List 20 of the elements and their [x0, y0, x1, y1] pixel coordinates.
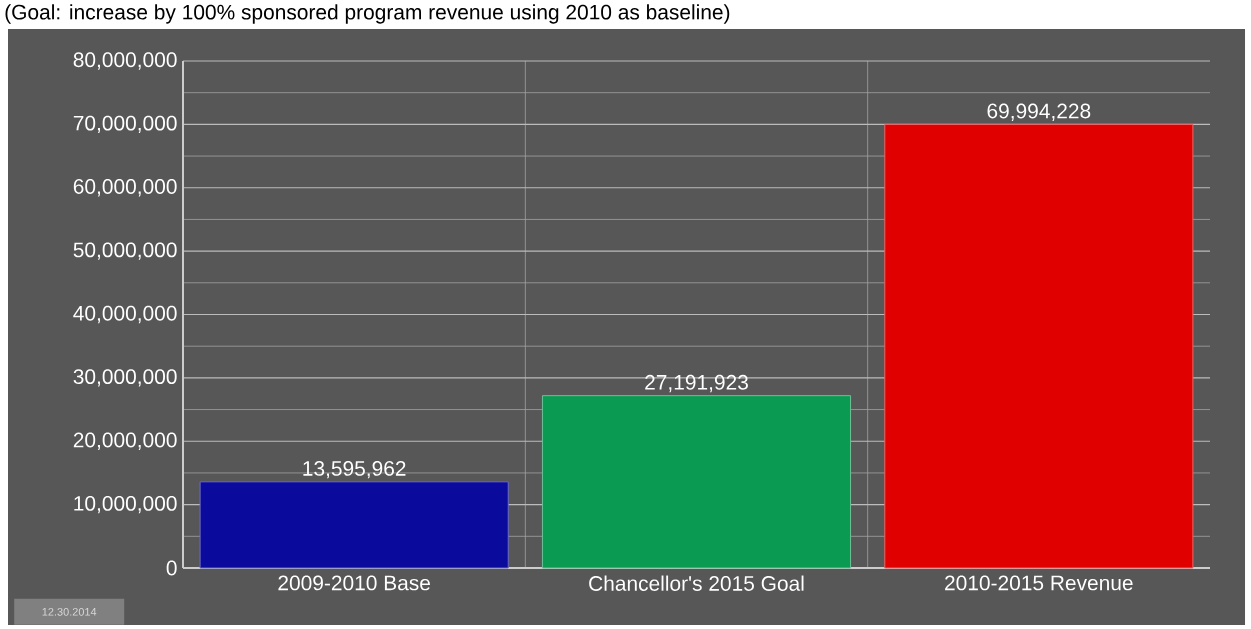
y-tick-label: 60,000,000	[73, 179, 177, 197]
bar	[884, 123, 1194, 569]
bar	[541, 395, 852, 569]
y-tick-label: 20,000,000	[73, 432, 177, 450]
x-tick-label: 2010-2015 Revenue	[945, 575, 1133, 591]
y-tick-label: 50,000,000	[73, 242, 177, 260]
x-tick-label: 2009-2010 Base	[278, 575, 430, 591]
y-tick-label: 40,000,000	[73, 305, 177, 324]
data-label: 27,191,923	[645, 374, 748, 393]
text: 12.30.2014	[42, 607, 97, 616]
chart-title: (Goal: increase by 100% sponsored program revenue using 2010 as baseline)	[5, 4, 730, 24]
data-label: 13,595,962	[303, 461, 406, 479]
data-label: 69,994,228	[987, 103, 1091, 121]
y-tick-label: 70,000,000	[73, 115, 177, 134]
x-tick-label: Chancellor's 2015 Goal	[589, 575, 804, 591]
y-tick-label: 80,000,000	[73, 52, 177, 70]
bar	[199, 481, 509, 569]
y-tick-label: 30,000,000	[73, 369, 177, 387]
y-tick-label: 10,000,000	[74, 495, 177, 514]
y-tick-label: 0	[166, 560, 177, 576]
